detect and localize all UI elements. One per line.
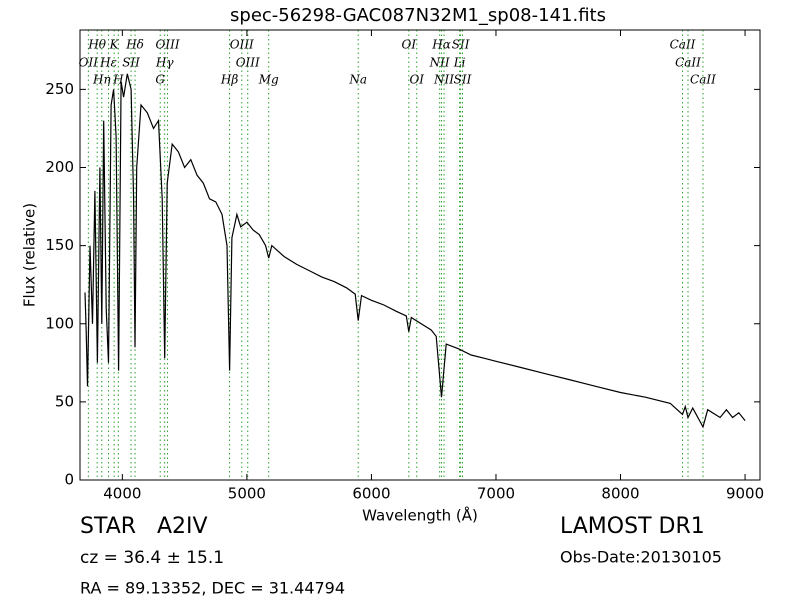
spectral-line-label: OIII bbox=[156, 38, 180, 52]
y-tick-label: 50 bbox=[55, 392, 74, 410]
spectral-line-label: NII bbox=[433, 73, 454, 87]
spectral-line-label: Hα bbox=[431, 38, 451, 52]
spectral-line-label: OII bbox=[79, 56, 99, 70]
y-tick-label: 250 bbox=[45, 80, 74, 98]
chart-title: spec-56298-GAC087N32M1_sp08-141.fits bbox=[230, 5, 606, 26]
spectral-line-label: SII bbox=[452, 38, 470, 52]
spectral-line-label: CaII bbox=[670, 38, 696, 52]
spectral-line-label: SII bbox=[122, 56, 140, 70]
spectral-line-label: Li bbox=[453, 56, 466, 70]
survey: LAMOST DR1 bbox=[560, 514, 705, 539]
y-tick-label: 0 bbox=[64, 471, 74, 489]
x-tick-label: 7000 bbox=[477, 485, 515, 503]
x-tick-label: 5000 bbox=[228, 485, 266, 503]
coordinates: RA = 89.13352, DEC = 31.44794 bbox=[80, 579, 345, 598]
x-tick-label: 4000 bbox=[103, 485, 141, 503]
spectral-line-label: NII bbox=[429, 56, 450, 70]
spectral-line-label: OIII bbox=[236, 56, 260, 70]
spectral-line-label: CaII bbox=[690, 73, 716, 87]
spectral-line-label: Hβ bbox=[220, 73, 238, 87]
y-axis-label: Flux (relative) bbox=[21, 203, 39, 307]
spectral-line-label: Hε bbox=[99, 56, 117, 70]
x-axis-label: Wavelength (Å) bbox=[362, 506, 478, 525]
y-tick-label: 100 bbox=[45, 314, 74, 332]
object-class: STAR A2IV bbox=[80, 514, 208, 539]
spectral-line-label: G bbox=[155, 73, 165, 87]
spectral-line-label: Hη bbox=[92, 73, 111, 87]
spectral-line-label: K bbox=[109, 38, 120, 52]
spectral-line-label: H bbox=[112, 73, 124, 87]
spectral-line-label: Hγ bbox=[155, 56, 174, 70]
redshift: cz = 36.4 ± 15.1 bbox=[80, 548, 224, 568]
spectral-line-label: OI bbox=[409, 73, 424, 87]
spectral-line-label: Mg bbox=[258, 73, 279, 87]
spectral-line-label: OIII bbox=[230, 38, 254, 52]
spectrum-line bbox=[84, 73, 746, 429]
spectral-line-label: Na bbox=[348, 73, 367, 87]
x-tick-label: 8000 bbox=[601, 485, 639, 503]
spectral-line-label: SII bbox=[454, 73, 472, 87]
y-tick-label: 200 bbox=[45, 158, 74, 176]
y-tick-label: 150 bbox=[45, 236, 74, 254]
plot-frame bbox=[79, 29, 761, 481]
x-tick-label: 6000 bbox=[352, 485, 390, 503]
spectral-line-label: Hδ bbox=[125, 38, 144, 52]
obs-date: Obs-Date:20130105 bbox=[560, 548, 722, 567]
spectral-line-label: CaII bbox=[675, 56, 701, 70]
x-tick-label: 9000 bbox=[726, 485, 764, 503]
spectral-line-label: OI bbox=[402, 38, 417, 52]
spectral-line-label: Hθ bbox=[87, 38, 106, 52]
